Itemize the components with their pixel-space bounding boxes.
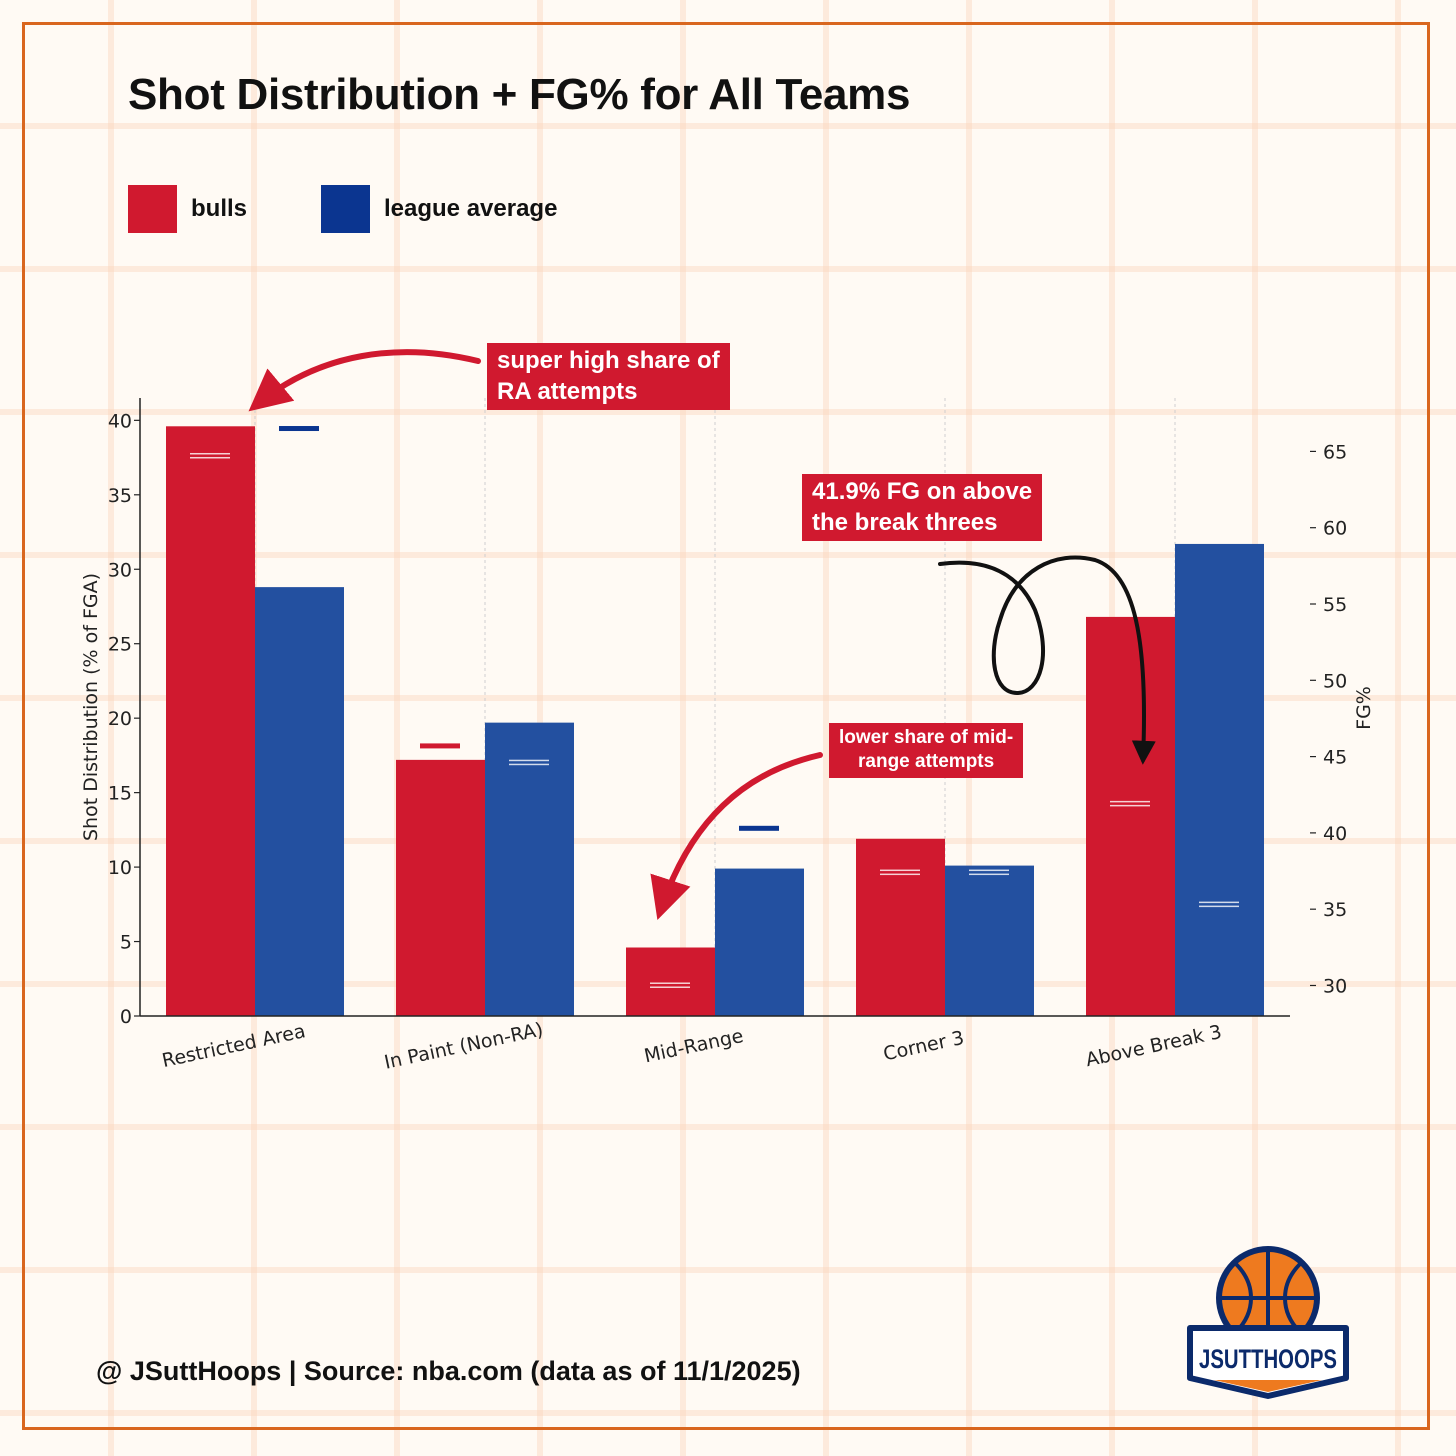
- fg-marker-line-bottom: [509, 763, 549, 766]
- legend-label-bulls: bulls: [191, 195, 248, 222]
- y-tick-label-0: 0: [120, 1006, 132, 1028]
- fg-markers-layer: [190, 426, 1239, 988]
- axes-layer: [134, 398, 1316, 1017]
- y2-axis-label: FG%: [1353, 686, 1375, 730]
- bar-bulls-restricted-area: [166, 426, 255, 1017]
- annotation-mid-range-line2: range attempts: [858, 751, 995, 773]
- x-tick-label-mid-range: Mid-Range: [642, 1025, 745, 1067]
- fg-marker-bulls-in-paint-non-ra: [420, 743, 460, 749]
- y2-tick-label-35: 35: [1323, 899, 1347, 921]
- annotation-ra-line1: super high share of: [497, 347, 720, 374]
- y2-tick-label-55: 55: [1323, 594, 1347, 616]
- fg-marker-league-average-mid-range: [739, 825, 779, 831]
- y-axis-label: Shot Distribution (% of FGA): [80, 573, 102, 841]
- annotation-ra-line2: RA attempts: [497, 377, 638, 405]
- bar-league-average-mid-range: [715, 868, 804, 1016]
- fg-marker-line-top: [969, 869, 1009, 872]
- annotation-arrows: [248, 349, 1156, 920]
- bar-league-average-restricted-area: [255, 587, 344, 1016]
- y-tick-label-40: 40: [108, 410, 132, 432]
- y-tick-label-5: 5: [120, 932, 132, 954]
- fg-marker-line-top: [509, 759, 549, 762]
- logo-banner: [1187, 1325, 1349, 1399]
- fg-marker-bulls-corner-3: [880, 869, 920, 876]
- annotation-ra: super high share of RA attempts: [487, 343, 730, 411]
- x-tick-label-in-paint-non-ra: In Paint (Non-RA): [382, 1019, 545, 1074]
- fg-marker-line-bottom: [650, 986, 690, 988]
- x-tick-label-restricted-area: Restricted Area: [160, 1020, 307, 1072]
- fg-marker-line-bottom: [190, 456, 230, 459]
- annotation-mid-range: lower share of mid- range attempts: [829, 723, 1024, 778]
- fg-marker-line-bottom: [969, 873, 1009, 876]
- y2-tick-label-40: 40: [1323, 823, 1347, 845]
- above-break-annotation-arrow: [938, 555, 1156, 765]
- bar-league-average-in-paint-non-ra: [485, 722, 574, 1016]
- fg-marker-league-average-in-paint-non-ra: [509, 759, 549, 766]
- fg-marker-line-top: [1110, 800, 1150, 803]
- annotation-above-break-line1: 41.9% FG on above: [812, 478, 1033, 505]
- legend-item-bulls: bulls: [128, 185, 247, 233]
- fg-marker-bulls-restricted-area: [190, 452, 230, 459]
- fg-marker-line-bottom: [880, 873, 920, 876]
- bar-bulls-above-break-3: [1086, 616, 1175, 1016]
- bars-layer: [166, 426, 1264, 1017]
- fg-marker-line-bottom: [1199, 905, 1239, 908]
- y2-tick-label-45: 45: [1323, 747, 1347, 769]
- y-tick-label-30: 30: [108, 559, 132, 581]
- bar-league-average-corner-3: [945, 865, 1034, 1016]
- fg-marker-line-top: [650, 982, 690, 984]
- annotation-above-break: 41.9% FG on above the break threes: [802, 474, 1043, 542]
- fg-marker-line-top: [190, 452, 230, 455]
- source-footer: @ JSuttHoops | Source: nba.com (data as …: [96, 1356, 801, 1386]
- y-tick-label-20: 20: [108, 708, 132, 730]
- fg-marker-bulls-above-break-3: [1110, 800, 1150, 807]
- y-tick-label-25: 25: [108, 634, 132, 656]
- annotation-above-break-line2: the break threes: [812, 508, 998, 536]
- legend-swatch-bulls: [128, 185, 177, 233]
- y2-tick-label-60: 60: [1323, 518, 1347, 540]
- legend-label-league-average: league average: [384, 195, 558, 222]
- fg-marker-league-average-corner-3: [969, 869, 1009, 876]
- x-tick-label-corner-3: Corner 3: [881, 1027, 966, 1066]
- mid-range-annotation-arrow: [650, 752, 823, 920]
- ra-annotation-arrow: [248, 349, 481, 412]
- bar-league-average-above-break-3: [1175, 543, 1264, 1016]
- fg-marker-line-top: [1199, 901, 1239, 904]
- y2-tick-label-65: 65: [1323, 441, 1347, 463]
- logo-banner-stripe: [1214, 1380, 1322, 1392]
- fg-marker-line-top: [880, 869, 920, 872]
- y2-tick-label-30: 30: [1323, 975, 1347, 997]
- legend-swatch-league-average: [321, 185, 370, 233]
- legend-item-league-average: league average: [321, 185, 557, 233]
- bar-bulls-corner-3: [856, 838, 945, 1016]
- y2-tick-label-50: 50: [1323, 670, 1347, 692]
- y-tick-label-35: 35: [108, 485, 132, 507]
- fg-marker-bulls-mid-range: [650, 982, 690, 988]
- page-frame: [22, 22, 1430, 1430]
- fg-marker-league-average-restricted-area: [279, 426, 319, 432]
- chart-title: Shot Distribution + FG% for All Teams: [128, 70, 911, 119]
- bar-bulls-in-paint-non-ra: [396, 759, 485, 1016]
- fg-marker-league-average-above-break-3: [1199, 901, 1239, 908]
- bar-bulls-mid-range: [626, 947, 715, 1016]
- logo-text: JSUTTHOOPS: [1199, 1344, 1337, 1374]
- x-tick-label-above-break-3: Above Break 3: [1084, 1021, 1224, 1071]
- y-tick-label-15: 15: [108, 783, 132, 805]
- annotation-mid-range-line1: lower share of mid-: [839, 727, 1014, 748]
- fg-marker-line-bottom: [1110, 804, 1150, 807]
- jsutthoops-logo: JSUTTHOOPS: [1187, 1246, 1349, 1399]
- y-tick-label-10: 10: [108, 857, 132, 879]
